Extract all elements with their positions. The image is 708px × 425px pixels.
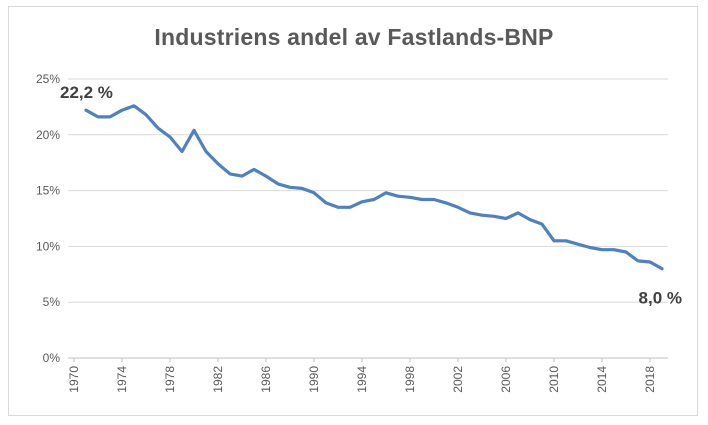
data-point [228,172,232,176]
data-point [240,174,244,178]
data-point [504,217,508,220]
data-point [180,150,184,153]
data-point [648,260,652,264]
x-tick-label: 2018 [643,366,657,393]
data-point [372,198,376,201]
data-point [108,115,112,119]
data-point [300,187,304,190]
x-tick-label: 1982 [211,366,225,393]
x-tick-label: 1974 [115,366,129,393]
data-point [588,246,592,249]
chart-frame [8,6,698,416]
data-point [348,206,352,209]
data-point [384,191,388,194]
series-line [84,104,664,271]
y-tick-label: 0% [43,351,61,365]
data-point [516,211,520,215]
series-layer [84,104,664,271]
x-tick-label: 1990 [307,366,321,393]
data-point [540,222,544,226]
data-point [276,182,280,186]
axes [68,357,668,362]
data-point [336,206,340,209]
data-point [84,109,88,112]
data-point [132,104,136,108]
y-tick-label: 25% [36,72,60,86]
gridlines [68,78,668,303]
x-tick-label: 2014 [595,366,609,393]
data-point [120,109,124,112]
y-axis-tick-labels: 0% 5% 10% 15% 20% 25% [36,72,60,365]
data-point [408,196,412,199]
y-tick-label: 20% [36,128,60,142]
data-point [660,267,664,270]
data-point [624,250,628,254]
data-point [360,200,364,203]
y-tick-label: 5% [43,295,61,309]
data-point [636,259,640,263]
data-point [480,214,484,217]
annotations: 22,2 % 8,0 % [60,83,682,307]
data-point [96,115,100,119]
data-point [252,168,256,171]
data-point [600,248,604,251]
data-point [156,126,160,130]
x-tick-label: 1994 [355,366,369,393]
y-tick-label: 15% [36,184,60,198]
data-point [564,239,568,242]
x-axis-tick-labels: 1970 1974 1978 1982 1986 1990 1994 1998 2002 2006… [67,366,657,393]
data-point [204,150,208,153]
data-point [456,206,460,209]
x-tick-label: 1998 [403,366,417,393]
data-point [264,174,268,178]
x-tick-label: 2002 [451,366,465,393]
data-point [576,243,580,246]
data-point [192,129,196,132]
data-point [216,162,220,165]
data-point [492,215,496,218]
data-point [420,198,424,201]
data-point [432,198,436,201]
data-point [144,113,148,116]
x-tick-label: 1986 [259,366,273,393]
x-tick-label: 2006 [499,366,513,393]
data-point [528,218,532,221]
x-tick-label: 1978 [163,366,177,393]
x-tick-label: 1970 [67,366,81,393]
data-point [324,201,328,205]
y-tick-label: 10% [36,239,60,253]
data-point [444,201,448,205]
x-tick-label: 2010 [547,366,561,393]
data-point [612,248,616,251]
data-point [312,191,316,194]
data-point [552,239,556,242]
data-point [168,135,172,139]
chart-title: Industriens andel av Fastlands-BNP [154,24,554,50]
data-label: 22,2 % [60,83,113,102]
data-point [468,211,472,215]
data-label: 8,0 % [639,289,682,308]
data-point [396,195,400,198]
data-point [288,186,292,189]
